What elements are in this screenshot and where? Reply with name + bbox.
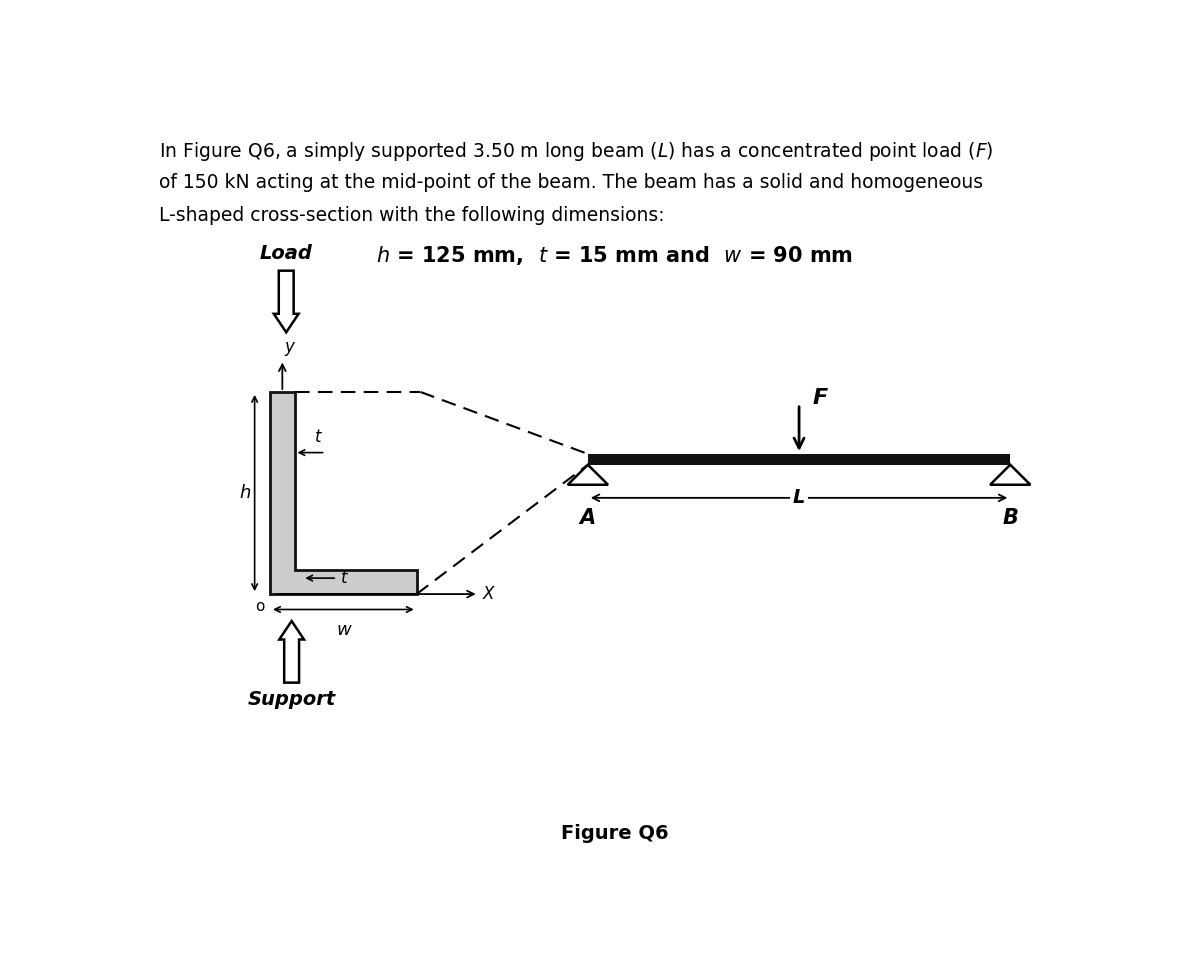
Polygon shape — [990, 465, 1031, 485]
Bar — [588, 454, 1010, 465]
Text: F: F — [814, 387, 828, 408]
Text: t: t — [314, 429, 322, 446]
Text: w: w — [336, 621, 350, 639]
Polygon shape — [274, 270, 299, 332]
Text: $\mathbf{\it{h}}$ = 125 mm,  $\mathbf{\it{t}}$ = 15 mm and  $\mathbf{\it{w}}$ = : $\mathbf{\it{h}}$ = 125 mm, $\mathbf{\it… — [377, 243, 853, 267]
Polygon shape — [280, 621, 304, 683]
Text: In Figure Q6, a simply supported 3.50 m long beam ($\it{L}$) has a concentrated : In Figure Q6, a simply supported 3.50 m … — [160, 140, 994, 163]
Text: A: A — [580, 508, 596, 527]
Text: t: t — [341, 569, 348, 587]
Text: L-shaped cross-section with the following dimensions:: L-shaped cross-section with the followin… — [160, 206, 665, 225]
Text: L: L — [793, 489, 805, 507]
Text: X: X — [482, 585, 494, 603]
Text: y: y — [284, 338, 294, 355]
Text: B: B — [1002, 508, 1018, 527]
Text: h: h — [239, 484, 251, 502]
Text: o: o — [256, 600, 265, 614]
Text: Load: Load — [259, 244, 313, 263]
Polygon shape — [568, 465, 608, 485]
Text: Support: Support — [247, 691, 336, 709]
Text: Figure Q6: Figure Q6 — [562, 824, 668, 842]
Polygon shape — [270, 392, 416, 594]
Text: of 150 kN acting at the mid-point of the beam. The beam has a solid and homogene: of 150 kN acting at the mid-point of the… — [160, 173, 984, 192]
